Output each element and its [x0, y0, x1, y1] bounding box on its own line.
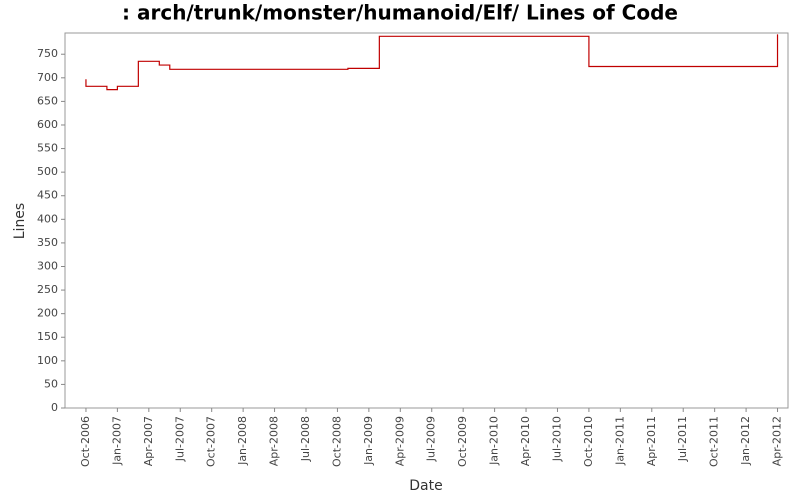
y-tick-label: 50 [44, 377, 58, 390]
data-line [85, 34, 779, 91]
y-tick-label: 150 [37, 330, 58, 343]
x-tick-label: Jan-2007 [110, 416, 123, 466]
x-tick-label: Oct-2009 [456, 416, 469, 467]
x-tick-label: Oct-2007 [205, 416, 218, 467]
y-tick-label: 650 [37, 94, 58, 107]
x-tick-label: Apr-2012 [771, 416, 784, 466]
y-tick-label: 0 [51, 401, 58, 414]
x-tick-label: Jul-2011 [676, 416, 689, 462]
y-tick-label: 200 [37, 307, 58, 320]
plot-area [64, 32, 789, 409]
x-tick-label: Oct-2011 [708, 416, 721, 467]
x-tick-label: Jul-2010 [550, 416, 563, 462]
y-tick-label: 700 [37, 71, 58, 84]
x-tick-label: Oct-2008 [330, 416, 343, 467]
y-axis-label: Lines [12, 203, 28, 239]
x-tick-label: Apr-2009 [393, 416, 406, 466]
x-axis-label: Date [409, 478, 442, 494]
y-tick-label: 250 [37, 283, 58, 296]
y-tick-label: 400 [37, 212, 58, 225]
x-tick-label: Oct-2010 [582, 416, 595, 467]
y-tick-label: 550 [37, 142, 58, 155]
x-tick-label: Apr-2007 [142, 416, 155, 466]
x-tick-label: Oct-2006 [79, 416, 92, 467]
y-tick-label: 100 [37, 354, 58, 367]
x-tick-label: Apr-2008 [268, 416, 281, 466]
y-tick-label: 500 [37, 165, 58, 178]
y-tick-label: 350 [37, 236, 58, 249]
x-tick-label: Jan-2008 [236, 416, 249, 466]
x-tick-label: Apr-2011 [645, 416, 658, 466]
x-tick-label: Jul-2009 [425, 416, 438, 462]
x-tick-label: Jan-2009 [362, 416, 375, 466]
x-tick-label: Apr-2010 [519, 416, 532, 466]
y-tick-label: 750 [37, 47, 58, 60]
y-tick-label: 600 [37, 118, 58, 131]
x-tick-label: Jul-2007 [173, 416, 186, 462]
x-tick-label: Jan-2010 [488, 416, 501, 466]
x-tick-label: Jan-2012 [739, 416, 752, 466]
chart-title: : arch/trunk/monster/humanoid/Elf/ Lines… [122, 1, 678, 25]
x-tick-label: Jan-2011 [613, 416, 626, 466]
y-tick-label: 450 [37, 189, 58, 202]
x-tick-label: Jul-2008 [299, 416, 312, 462]
y-tick-label: 300 [37, 259, 58, 272]
